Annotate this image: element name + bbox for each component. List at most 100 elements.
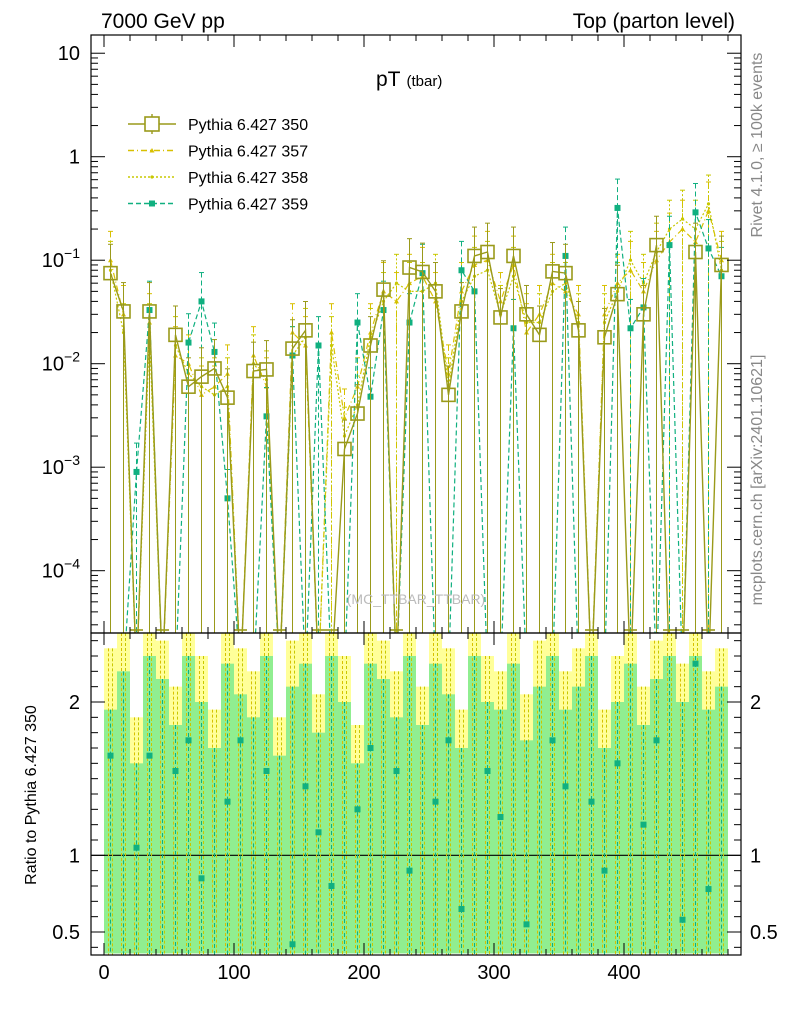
y-tick-base: 10	[42, 354, 64, 376]
point-350	[142, 304, 157, 319]
point-357	[342, 415, 347, 420]
ratio-359-point	[705, 886, 712, 893]
point-350	[207, 361, 222, 376]
point-350	[220, 390, 235, 405]
point-350	[181, 379, 196, 394]
ratio-band-green	[156, 679, 169, 954]
point-358	[706, 202, 711, 206]
point-350	[558, 265, 573, 281]
legend-entry: Pythia 6.427 358	[128, 170, 308, 187]
ratio-y-tick-label-right: 2	[750, 692, 761, 714]
point-350	[597, 329, 612, 345]
x-tick-label: 0	[98, 962, 109, 984]
point-350	[636, 307, 651, 322]
ratio-band-green	[312, 732, 325, 954]
ratio-359-point	[367, 745, 374, 751]
point-359	[458, 267, 465, 274]
point-350	[532, 327, 547, 343]
ratio-359-point	[198, 875, 205, 882]
ratio-359-point	[393, 768, 400, 774]
ratio-359-point	[679, 916, 686, 923]
ratio-359-point	[354, 806, 361, 813]
ratio-359-point	[692, 660, 699, 667]
ratio-band-green	[299, 663, 312, 954]
x-tick-label: 300	[477, 962, 510, 984]
ratio-359-point	[172, 768, 179, 774]
point-357	[329, 330, 334, 335]
ratio-359-point	[185, 737, 192, 744]
ratio-y-tick-label: 2	[69, 692, 80, 714]
ratio-band-green	[247, 717, 260, 954]
y-tick-label: 10−4	[42, 556, 80, 583]
point-350	[363, 338, 378, 353]
point-358	[680, 217, 685, 221]
legend-label: Pythia 6.427 359	[188, 197, 308, 214]
y-tick-exp: −2	[64, 349, 80, 365]
point-358	[329, 343, 334, 348]
y-tick-label: 10−3	[42, 452, 80, 479]
ratio-band-green	[598, 748, 611, 954]
point-350	[519, 307, 534, 322]
ratio-359-point	[523, 921, 530, 928]
ratio-band-green	[338, 702, 351, 954]
analysis-watermark: (MC_TTBAR_TTBAR)	[347, 591, 485, 607]
ratio-359-point	[484, 768, 491, 774]
point-359	[666, 242, 673, 249]
ratio-359-point	[146, 752, 153, 759]
point-358	[394, 281, 399, 285]
legend-entry: Pythia 6.427 359	[128, 197, 308, 214]
legend-marker	[149, 200, 155, 207]
ratio-359-point	[289, 941, 296, 948]
point-350	[688, 244, 703, 260]
ratio-band-green	[195, 702, 208, 954]
point-359	[198, 298, 205, 305]
y-tick-label: 10−1	[42, 245, 80, 272]
point-350	[714, 257, 729, 273]
point-350	[194, 369, 209, 384]
ratio-band-green	[676, 702, 689, 954]
point-350	[350, 406, 365, 421]
series-line	[109, 202, 723, 633]
ratio-359-point	[133, 844, 140, 851]
ratio-359-point	[263, 768, 270, 774]
x-tick-label: 200	[347, 962, 380, 984]
point-350	[103, 265, 118, 281]
chart-title-main: pT	[376, 68, 401, 91]
ratio-y-tick-label: 0.5	[52, 922, 80, 944]
legend: Pythia 6.427 350 Pythia 6.427 357 Pythia 6…	[128, 114, 308, 214]
series-350	[103, 215, 729, 633]
point-350	[454, 304, 469, 319]
ratio-359-point	[614, 760, 621, 767]
point-350	[610, 286, 625, 302]
ratio-359-point	[237, 737, 244, 744]
ratio-359-point	[406, 867, 413, 874]
legend-entry: Pythia 6.427 357	[128, 144, 308, 161]
point-359	[614, 204, 621, 211]
ratio-band-green	[611, 702, 624, 954]
point-350	[285, 341, 300, 356]
ratio-y-tick-label-right: 1	[750, 845, 761, 867]
ratio-359-point	[107, 752, 114, 759]
ratio-band-green	[208, 748, 221, 954]
ratio-band-green	[507, 663, 520, 954]
ratio-band-green	[624, 663, 637, 954]
y-tick-exp: −1	[64, 245, 80, 261]
ratio-359-point	[302, 783, 309, 790]
point-350	[571, 323, 586, 338]
ratio-359-point	[588, 798, 595, 805]
y-tick-base: 10	[42, 561, 64, 583]
legend-label: Pythia 6.427 357	[188, 144, 308, 161]
y-tick-base: 10	[42, 457, 64, 479]
point-357	[628, 267, 633, 273]
point-357	[394, 298, 399, 304]
y-tick-base: 1	[69, 147, 80, 169]
point-350	[649, 237, 664, 253]
y-tick-base: 10	[42, 250, 64, 272]
ratio-359-point	[653, 737, 660, 744]
y-tick-label: 10−2	[42, 349, 80, 376]
chart-title: pT (tbar)	[376, 68, 442, 91]
ratio-359-point	[562, 783, 569, 790]
point-357	[680, 226, 685, 232]
point-350	[506, 248, 521, 264]
point-359	[627, 325, 634, 332]
